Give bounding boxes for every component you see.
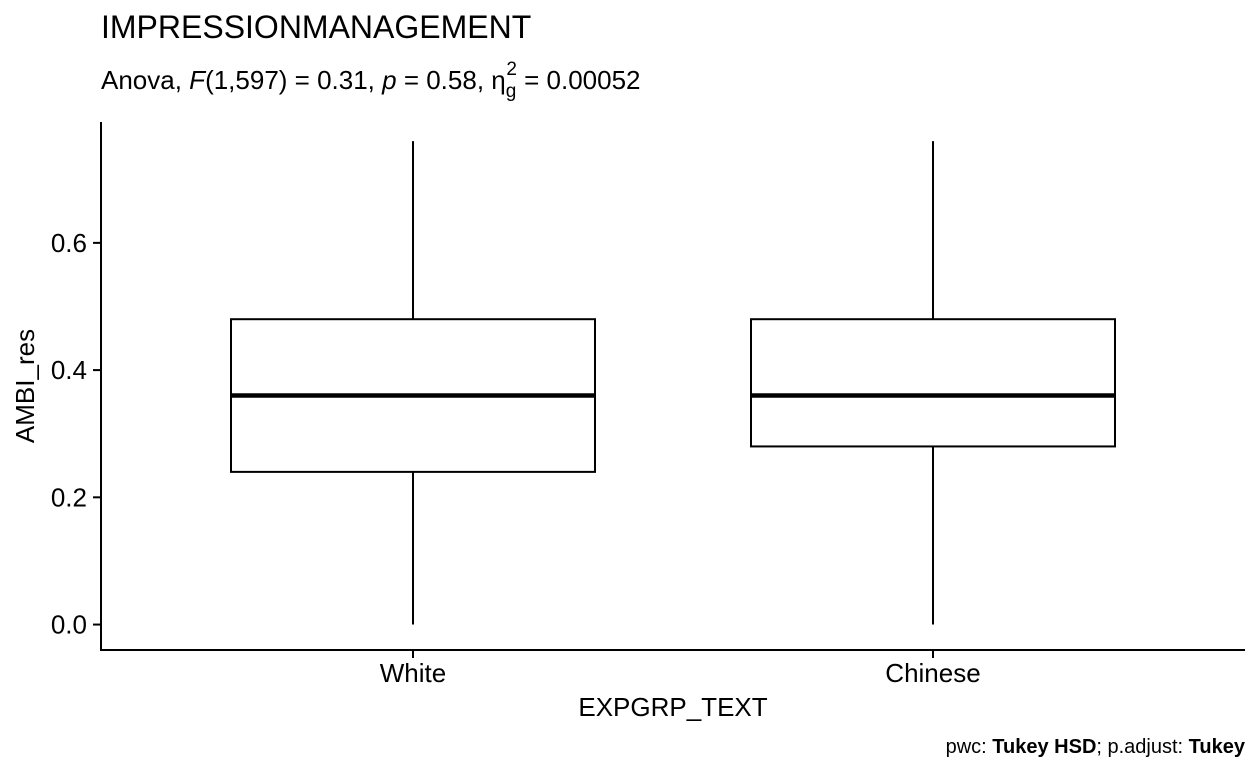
- y-tick-label: 0.4: [51, 355, 87, 385]
- box-white: [230, 141, 596, 625]
- caption-adjust-value: Tukey: [1189, 736, 1246, 758]
- subtitle-p-value: = 0.58,: [397, 65, 492, 95]
- subtitle-eta-sub: g: [506, 81, 517, 102]
- x-axis-label: EXPGRP_TEXT: [578, 692, 767, 722]
- interquartile-box: [750, 318, 1116, 448]
- caption-pwc-label: pwc:: [946, 736, 993, 758]
- boxes-layer: [230, 141, 1116, 625]
- subtitle-eta-symbol: η: [491, 65, 505, 95]
- chart-subtitle: Anova, F(1,597) = 0.31, p = 0.58, ηg2 = …: [101, 59, 641, 102]
- y-axis-ticks: 0.0 0.2 0.4 0.6: [51, 228, 101, 640]
- subtitle-eta-value: = 0.00052: [517, 65, 641, 95]
- y-tick-label: 0.0: [51, 610, 87, 640]
- subtitle-eta-sup: 2: [506, 59, 517, 80]
- x-tick-label: Chinese: [885, 658, 980, 688]
- x-axis-ticks: White Chinese: [380, 650, 981, 688]
- x-tick-label: White: [380, 658, 446, 688]
- subtitle-f-args: (1,597) = 0.31,: [205, 65, 382, 95]
- y-tick-label: 0.6: [51, 228, 87, 258]
- chart-caption: pwc: Tukey HSD; p.adjust: Tukey: [946, 736, 1246, 758]
- y-axis-label: AMBI_res: [10, 329, 40, 443]
- caption-separator: ; p.adjust:: [1096, 736, 1188, 758]
- box-chinese: [750, 141, 1116, 625]
- caption-pwc-value: Tukey HSD: [992, 736, 1096, 758]
- subtitle-prefix: Anova,: [101, 65, 189, 95]
- y-tick-label: 0.2: [51, 482, 87, 512]
- subtitle-p-symbol: p: [381, 65, 396, 95]
- subtitle-f-symbol: F: [189, 65, 207, 95]
- chart-title: IMPRESSIONMANAGEMENT: [101, 9, 531, 45]
